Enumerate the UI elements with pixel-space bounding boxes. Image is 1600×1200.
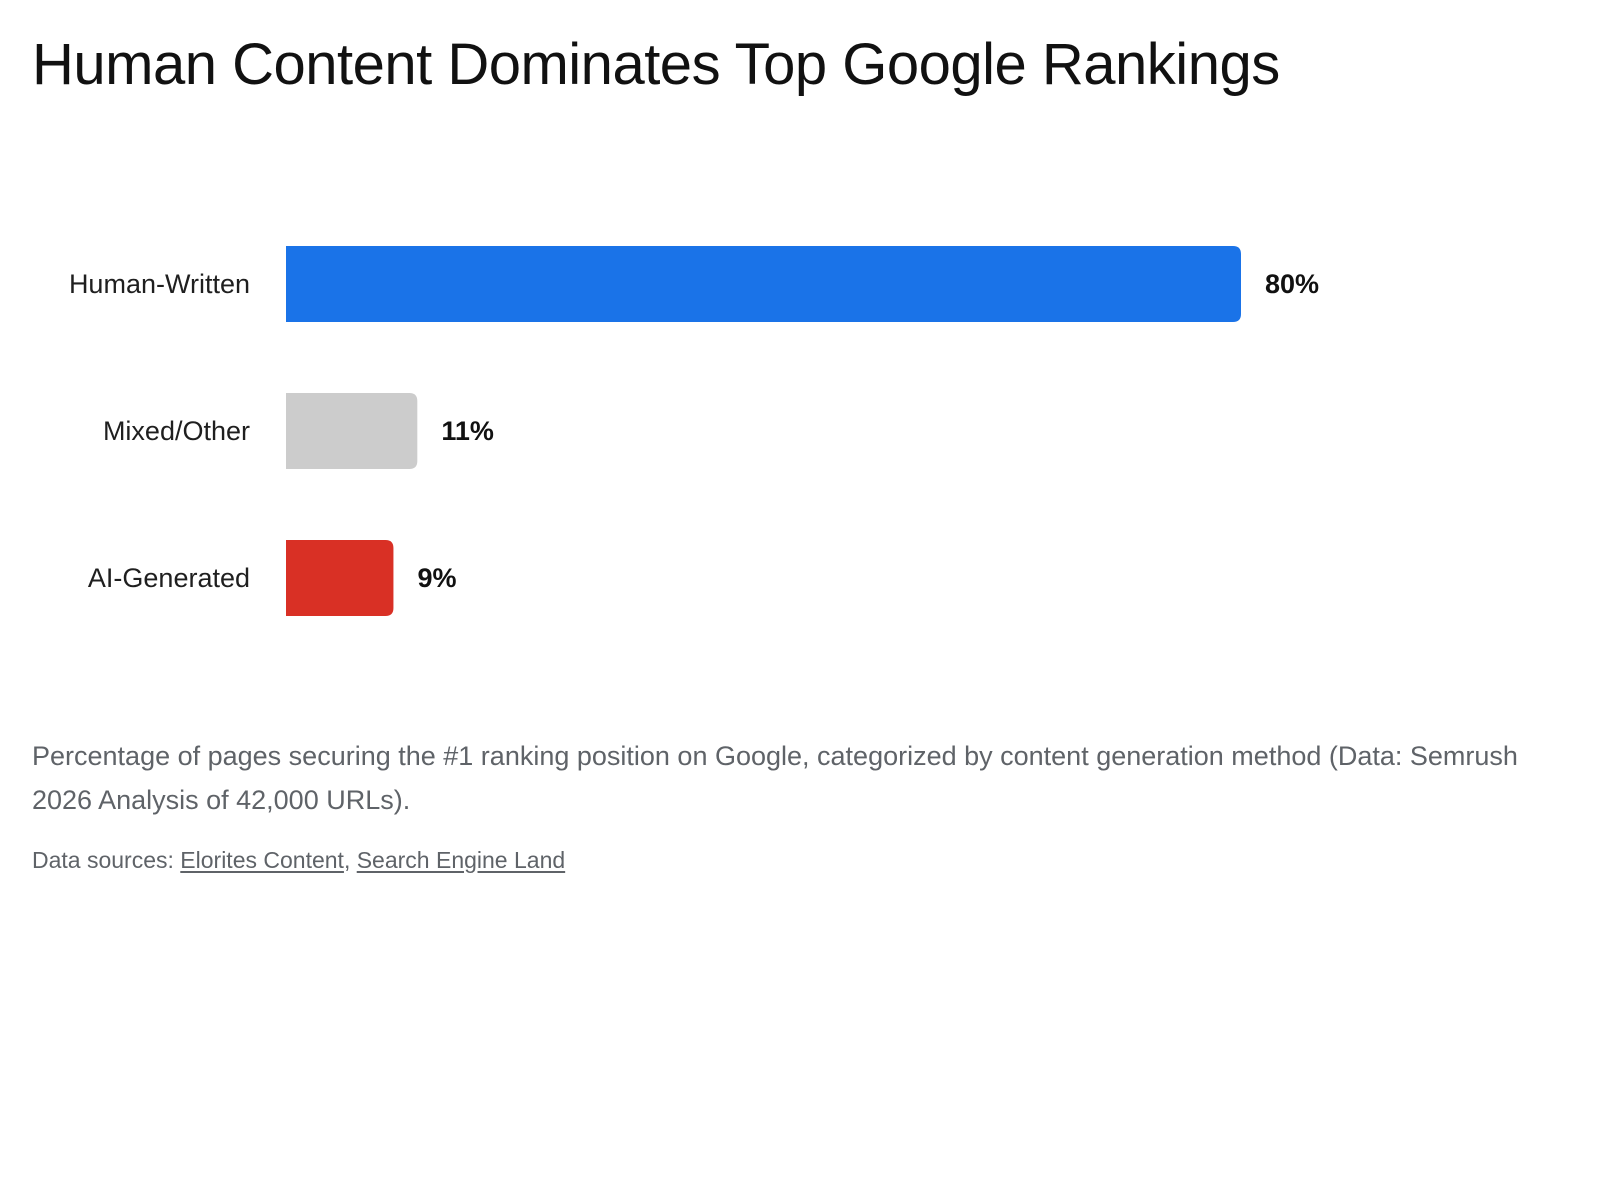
- category-label-mixed-other: Mixed/Other: [103, 416, 250, 446]
- bar-ai-generated: [286, 540, 394, 616]
- category-label-human-written: Human-Written: [69, 269, 250, 299]
- data-sources: Data sources: Elorites Content, Search E…: [32, 844, 565, 876]
- chart-title: Human Content Dominates Top Google Ranki…: [32, 32, 1280, 97]
- source-link-search-engine-land[interactable]: Search Engine Land: [356, 847, 566, 873]
- chart-caption: Percentage of pages securing the #1 rank…: [32, 741, 1518, 815]
- category-label-ai-generated: AI-Generated: [88, 563, 250, 593]
- bar-mixed-other: [286, 393, 418, 469]
- source-link-elorites-content[interactable]: Elorites Content: [180, 847, 344, 873]
- sources-separator: ,: [343, 847, 357, 873]
- bar-human-written: [286, 246, 1241, 322]
- bar-chart: Human-Written 80% Mixed/Other 11% AI-Generat…: [69, 246, 1319, 616]
- sources-prefix: Data sources:: [32, 847, 181, 873]
- value-label-ai-generated: 9%: [417, 563, 456, 593]
- value-label-human-written: 80%: [1265, 269, 1319, 299]
- value-label-mixed-other: 11%: [441, 416, 494, 446]
